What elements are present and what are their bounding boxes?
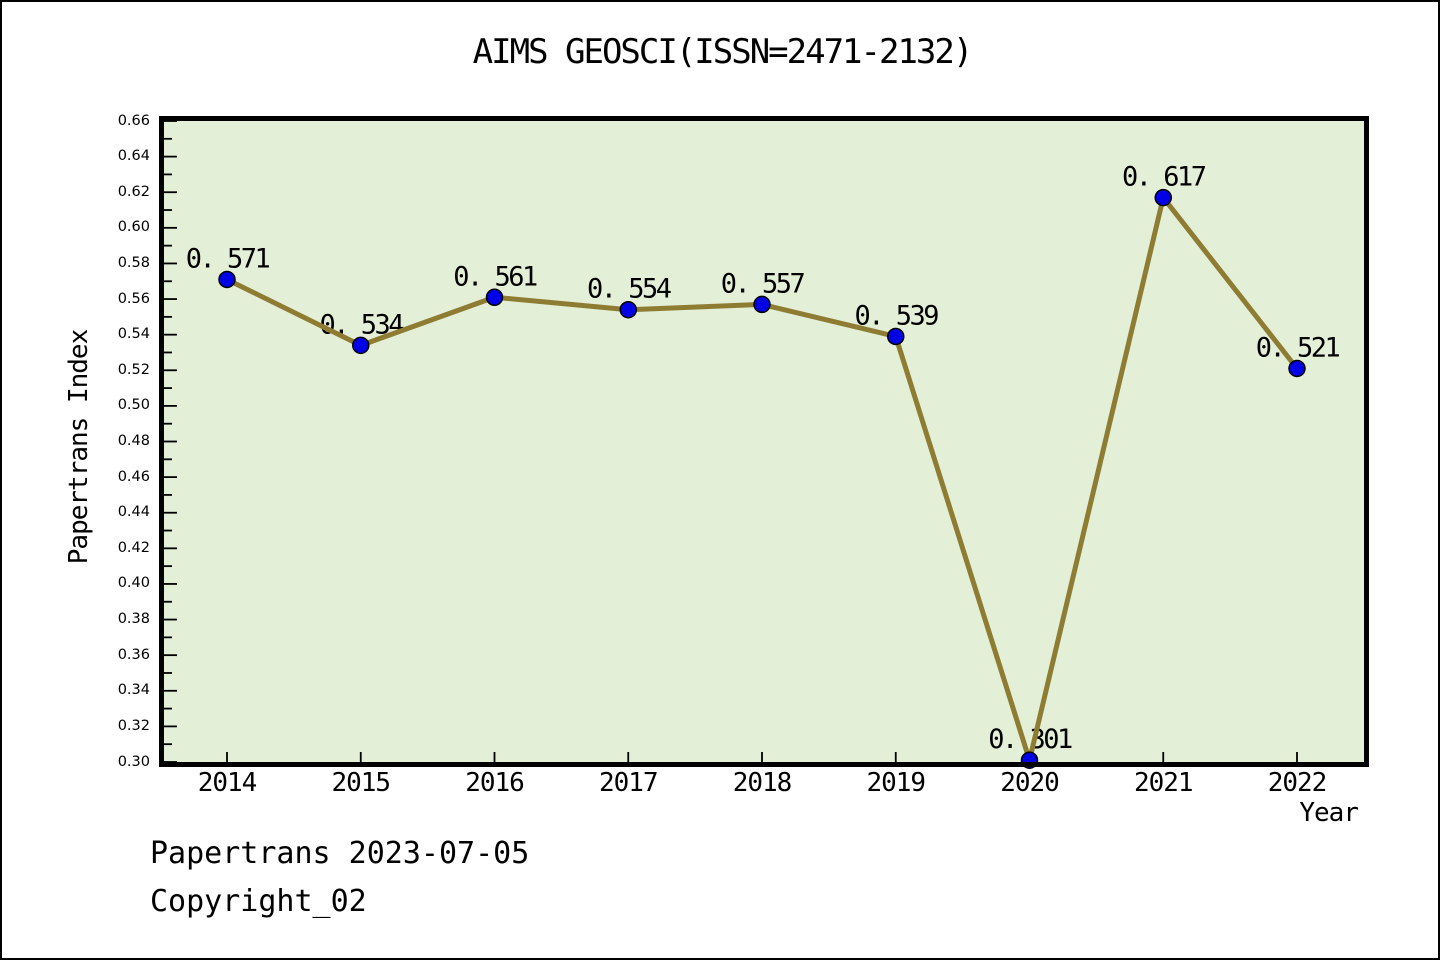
chart-title: AIMS GEOSCI(ISSN=2471-2132) xyxy=(472,32,974,72)
y-tick-label: 0.58 xyxy=(117,254,150,271)
y-tick-label: 0.56 xyxy=(117,290,150,307)
x-tick-label: 2019 xyxy=(866,768,926,798)
y-tick-label: 0.40 xyxy=(117,575,150,592)
data-point-marker xyxy=(1154,188,1172,207)
data-point-label: 0. 557 xyxy=(721,268,805,299)
x-tick-label: 2017 xyxy=(598,768,659,798)
y-tick-label: 0.42 xyxy=(117,539,150,556)
y-tick-label: 0.52 xyxy=(117,361,150,378)
x-tick-label: 2020 xyxy=(1000,768,1060,798)
data-point-label: 0. 561 xyxy=(453,261,537,292)
x-tick-label: 2015 xyxy=(331,768,391,798)
data-point-label: 0. 617 xyxy=(1122,162,1206,193)
data-point-marker xyxy=(753,295,771,314)
y-tick-label: 0.60 xyxy=(117,219,150,236)
y-tick-label: 0.36 xyxy=(117,646,150,663)
y-tick-label: 0.54 xyxy=(117,326,150,343)
data-point-label: 0. 554 xyxy=(587,274,671,305)
y-tick-label: 0.62 xyxy=(117,183,150,200)
x-tick-label: 2021 xyxy=(1133,768,1194,798)
data-point-marker xyxy=(218,270,236,289)
x-tick-label: 2016 xyxy=(465,768,525,798)
plot-border xyxy=(159,116,1369,767)
y-tick-label: 0.30 xyxy=(117,753,150,770)
y-tick-label: 0.44 xyxy=(117,504,150,521)
plot-background xyxy=(161,118,1367,765)
data-point-label: 0. 571 xyxy=(186,243,270,274)
data-point-label: 0. 539 xyxy=(854,300,938,331)
y-tick-label: 0.34 xyxy=(117,682,150,699)
footer-copyright: Copyright_02 xyxy=(150,884,367,919)
y-tick-label: 0.66 xyxy=(117,112,150,129)
data-point-marker xyxy=(619,300,637,319)
y-tick-label: 0.50 xyxy=(117,397,150,414)
y-tick-label: 0.32 xyxy=(117,717,150,734)
data-point-marker xyxy=(485,288,504,307)
data-point-marker xyxy=(887,327,905,346)
x-tick-label: 2022 xyxy=(1267,768,1328,798)
y-tick-label: 0.38 xyxy=(117,611,150,628)
x-tick-label: 2014 xyxy=(197,768,258,798)
y-axis-label: Papertrans Index xyxy=(64,329,94,565)
x-axis-label: Year xyxy=(1299,798,1359,828)
data-point-marker xyxy=(352,336,370,355)
y-tick-label: 0.64 xyxy=(117,148,150,165)
data-point-label: 0. 521 xyxy=(1256,332,1340,363)
footer-date: Papertrans 2023-07-05 xyxy=(150,836,530,871)
y-tick-label: 0.46 xyxy=(117,468,150,485)
y-tick-label: 0.48 xyxy=(117,433,150,449)
data-point-marker xyxy=(1288,359,1306,378)
x-tick-label: 2018 xyxy=(732,768,793,798)
